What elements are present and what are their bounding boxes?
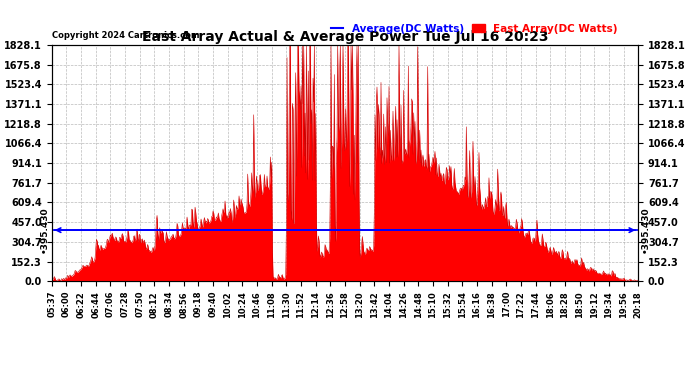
Legend: Average(DC Watts), East Array(DC Watts): Average(DC Watts), East Array(DC Watts) bbox=[326, 20, 622, 38]
Title: East Array Actual & Average Power Tue Jul 16 20:23: East Array Actual & Average Power Tue Ju… bbox=[141, 30, 549, 44]
Text: •395.430: •395.430 bbox=[641, 207, 650, 254]
Text: •395.430: •395.430 bbox=[40, 207, 49, 254]
Text: Copyright 2024 Cartronics.com: Copyright 2024 Cartronics.com bbox=[52, 31, 200, 40]
